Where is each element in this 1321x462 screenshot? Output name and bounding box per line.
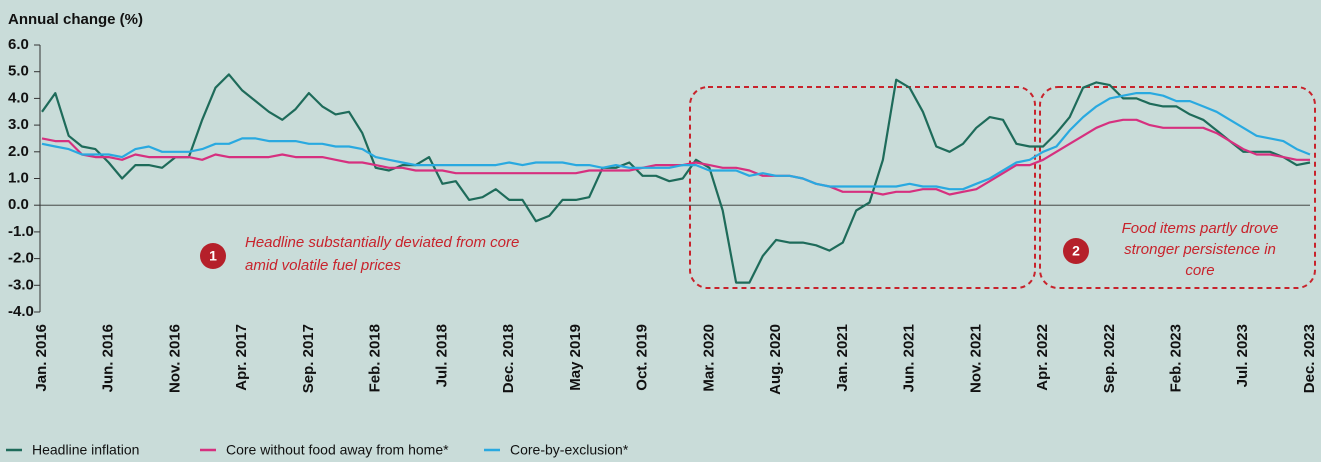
x-tick-label: Jul. 2018	[433, 324, 450, 387]
x-tick-label: Nov. 2016	[166, 324, 183, 393]
y-tick-label: -4.0	[8, 303, 34, 320]
annotation-number: 2	[1072, 243, 1080, 259]
x-tick-label: Aug. 2020	[767, 324, 784, 395]
annotation-text: stronger persistence in	[1124, 241, 1276, 258]
x-tick-label: Jul. 2023	[1234, 324, 1251, 387]
y-tick-label: 3.0	[8, 116, 29, 133]
y-tick-label: -2.0	[8, 250, 34, 267]
y-tick-label: -1.0	[8, 223, 34, 240]
x-tick-label: Sep. 2017	[300, 324, 317, 393]
annotation-badge	[200, 243, 226, 269]
series-line	[41, 118, 1310, 196]
x-tick-label: Dec. 2023	[1301, 324, 1318, 393]
x-tick-label: Feb. 2018	[367, 324, 384, 392]
x-tick-label: Dec. 2018	[500, 324, 517, 393]
highlight-box	[1039, 86, 1316, 289]
highlight-box	[689, 86, 1036, 289]
x-tick-label: Apr. 2022	[1034, 324, 1051, 391]
y-tick-label: 2.0	[8, 143, 29, 160]
annotation-text: Food items partly drove	[1122, 220, 1279, 237]
annotation-text: amid volatile fuel prices	[245, 257, 401, 274]
axis-title: Annual change (%)	[8, 11, 143, 28]
y-tick-label: 5.0	[8, 63, 29, 80]
x-tick-label: Oct. 2019	[634, 324, 651, 391]
y-tick-label: 0.0	[8, 196, 29, 213]
x-tick-label: Jan. 2016	[33, 324, 50, 392]
x-tick-label: Mar. 2020	[700, 324, 717, 392]
y-tick-label: 1.0	[8, 169, 29, 186]
annotation-text: core	[1185, 262, 1214, 279]
annotation-text: Headline substantially deviated from cor…	[245, 234, 519, 251]
x-tick-label: Feb. 2023	[1167, 324, 1184, 392]
legend-label: Core without food away from home*	[226, 442, 449, 458]
series-line	[41, 73, 1311, 284]
x-tick-label: Jun. 2021	[901, 324, 918, 392]
x-tick-label: Apr. 2017	[233, 324, 250, 391]
x-tick-label: Sep. 2022	[1101, 324, 1118, 393]
y-tick-label: 6.0	[8, 36, 29, 53]
annotation-number: 1	[209, 248, 217, 264]
x-tick-label: Jan. 2021	[834, 324, 851, 392]
series-line	[41, 92, 1311, 191]
x-tick-label: May 2019	[567, 324, 584, 391]
y-tick-label: 4.0	[8, 89, 29, 106]
y-tick-label: -3.0	[8, 276, 34, 293]
x-tick-label: Nov. 2021	[967, 324, 984, 393]
legend-label: Core-by-exclusion*	[510, 442, 629, 458]
x-tick-label: Jun. 2016	[100, 324, 117, 392]
annotation-badge	[1063, 238, 1089, 264]
legend-label: Headline inflation	[32, 442, 139, 458]
